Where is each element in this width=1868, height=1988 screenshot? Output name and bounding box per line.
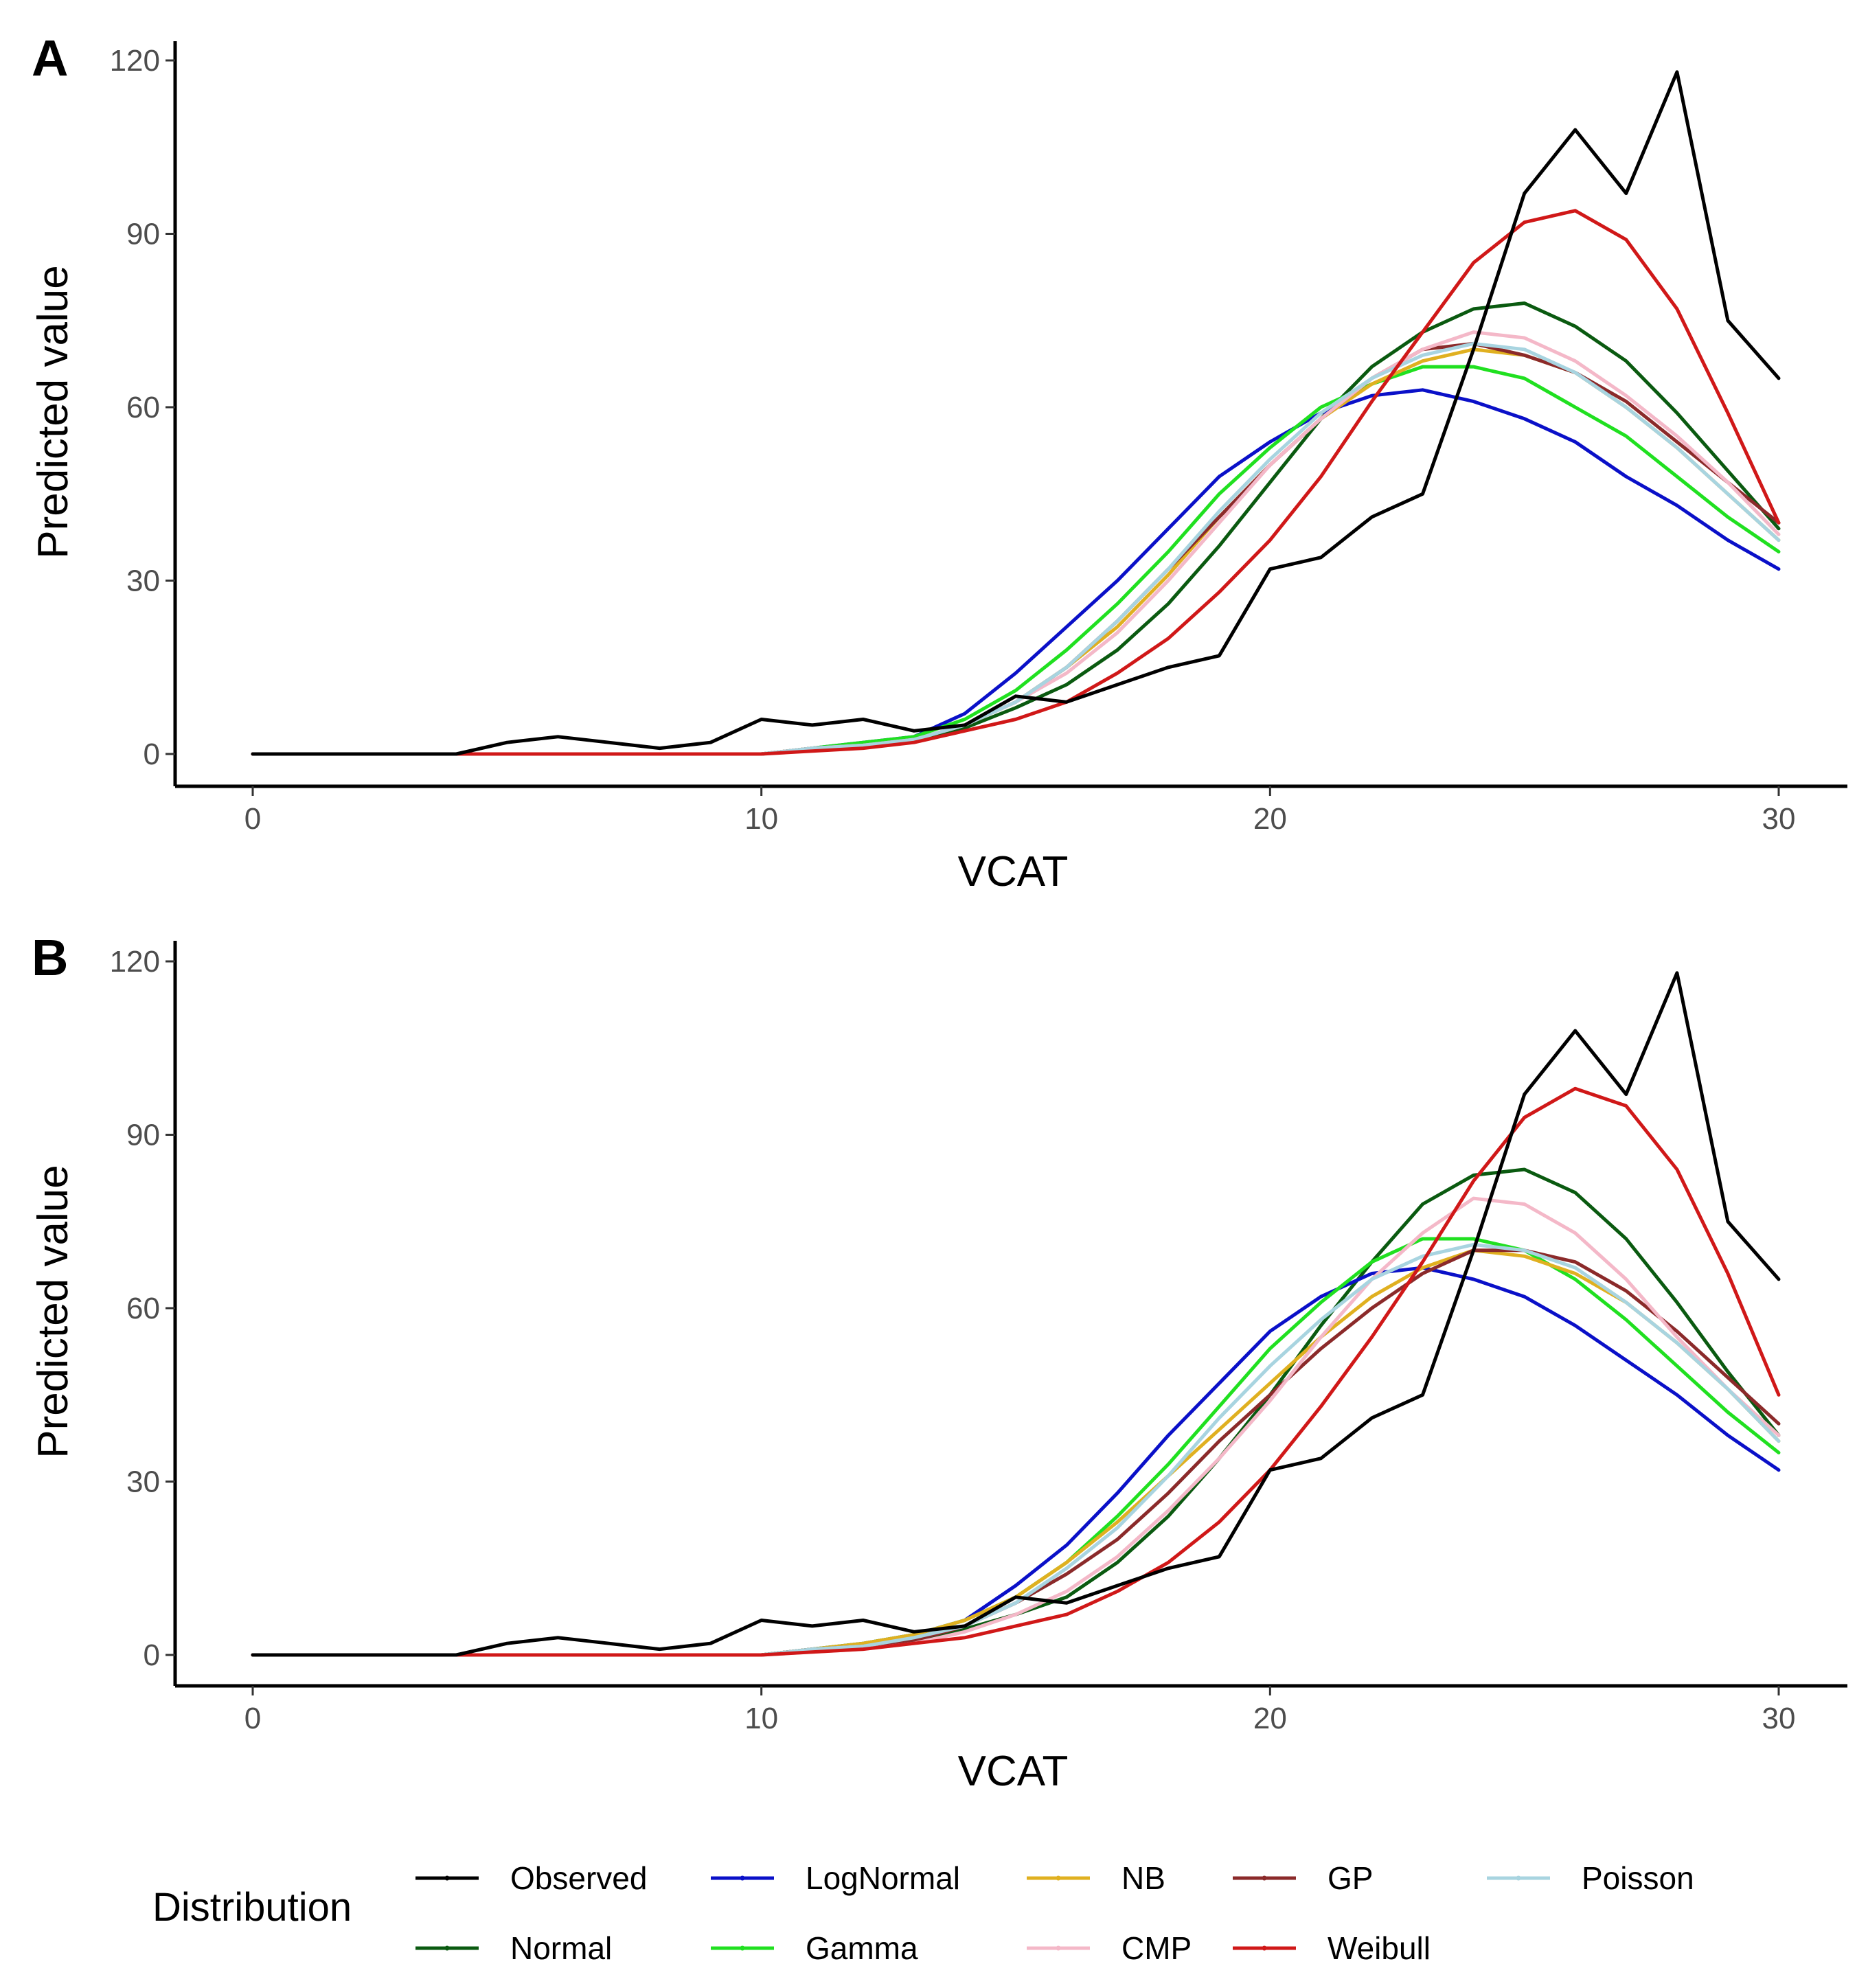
panel-b-y-axis-title: Predicted value [30,1165,77,1458]
series-line-nb [251,347,1781,756]
legend-label: Weibull [1328,1930,1431,1966]
legend-item-weibull: Weibull [1233,1930,1431,1966]
series-line-poisson [251,341,1781,756]
y-tick-label: 90 [126,218,160,251]
legend-label: Poisson [1582,1860,1694,1896]
legend-item-gamma: Gamma [711,1930,918,1966]
y-tick-label: 60 [126,391,160,424]
legend-label: Normal [510,1930,612,1966]
legend-swatch-point [1262,1875,1267,1881]
panel-b-x-axis-title: VCAT [958,1748,1069,1795]
panel-a-letter: A [32,30,68,87]
series-line-weibull [251,209,1781,756]
legend-item-observed: Observed [415,1860,647,1896]
series-line-lognormal [251,388,1781,756]
x-tick-label: 30 [1762,802,1796,836]
legend-label: LogNormal [806,1860,960,1896]
legend-swatch-point [1262,1945,1267,1951]
panel-a-plot: 0 30 60 90 120 0 10 20 30 [110,41,1847,836]
legend-swatch-point [740,1945,745,1951]
y-tick-label: 0 [144,1638,160,1672]
legend-label: Observed [510,1860,647,1896]
legend-label: CMP [1121,1930,1192,1966]
legend: Distribution Observed LogNormal NB GP Poisso… [152,1860,1694,1966]
legend-swatch-point [444,1945,450,1951]
legend-label: NB [1121,1860,1165,1896]
y-tick-label: 120 [110,44,160,78]
series-line-normal [251,301,1781,756]
legend-item-poisson: Poisson [1487,1860,1694,1896]
legend-item-gp: GP [1233,1860,1373,1896]
series-line-normal [251,1167,1781,1657]
y-tick-label: 0 [144,738,160,771]
legend-label: GP [1328,1860,1373,1896]
legend-swatch-point [1056,1875,1061,1881]
x-tick-label: 0 [244,802,261,836]
panel-b-letter: B [32,929,68,986]
panel-b-plot: 0 30 60 90 120 0 10 20 30 [110,941,1847,1735]
y-tick-label: 30 [126,564,160,598]
x-tick-label: 20 [1253,1702,1287,1735]
series-line-observed [251,70,1781,756]
x-tick-label: 30 [1762,1702,1796,1735]
series-line-weibull [251,1086,1781,1657]
legend-item-nb: NB [1027,1860,1165,1896]
series-line-gamma [251,1237,1781,1657]
x-tick-label: 10 [744,1702,778,1735]
legend-items: Observed LogNormal NB GP Poisson Normal Gamma C… [415,1860,1694,1966]
legend-swatch-point [1056,1945,1061,1951]
y-tick-label: 120 [110,945,160,979]
panel-a-x-axis-title: VCAT [958,848,1069,895]
legend-item-lognormal: LogNormal [711,1860,960,1896]
legend-swatch-point [740,1875,745,1881]
y-tick-label: 90 [126,1119,160,1152]
series-line-observed [251,971,1781,1657]
y-tick-label: 30 [126,1465,160,1499]
x-tick-label: 20 [1253,802,1287,836]
y-tick-label: 60 [126,1292,160,1325]
series-line-gp [251,341,1781,756]
legend-swatch-point [444,1875,450,1881]
panel-b: B 0 30 60 90 120 0 10 20 30 VCAT Predicted value [30,929,1847,1795]
legend-swatch-point [1516,1875,1521,1881]
legend-item-cmp: CMP [1027,1930,1192,1966]
legend-item-normal: Normal [415,1930,612,1966]
legend-label: Gamma [806,1930,918,1966]
x-tick-label: 0 [244,1702,261,1735]
x-tick-label: 10 [744,802,778,836]
panel-a-y-axis-title: Predicted value [30,265,77,558]
series-line-poisson [251,1242,1781,1657]
panel-a: A 0 30 60 90 120 0 10 20 30 VCAT Predicted value [30,30,1847,895]
legend-title: Distribution [152,1885,352,1930]
